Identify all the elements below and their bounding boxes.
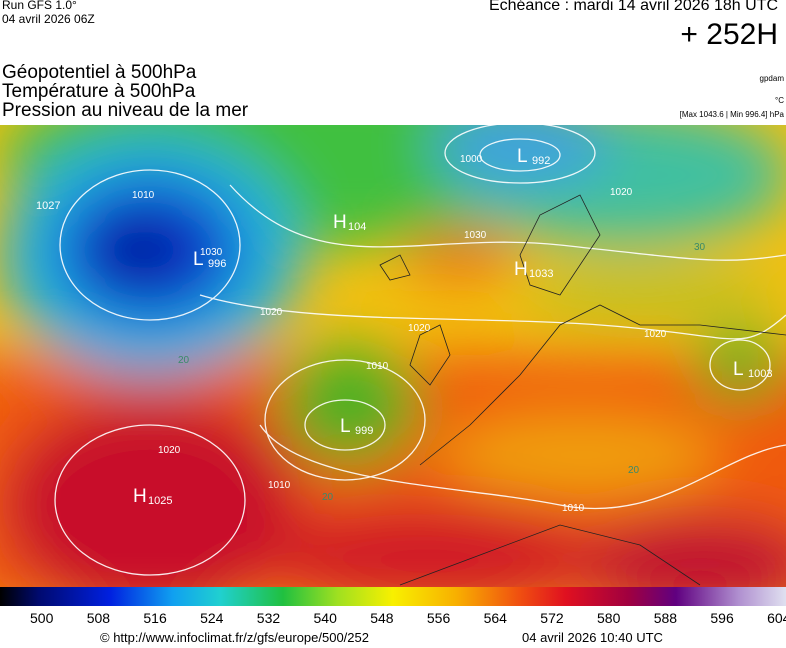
colorbar-label: 564	[483, 610, 507, 626]
colorbar-label: 572	[540, 610, 564, 626]
center-letter: H	[333, 212, 347, 233]
colorbar-label: 556	[426, 610, 451, 626]
isobar-label: 1020	[610, 187, 633, 198]
source: © http://www.infoclimat.fr/z/gfs/europe/…	[100, 630, 369, 645]
center-letter: L	[517, 146, 528, 167]
center-value: 992	[532, 155, 550, 167]
center-letter: L	[193, 249, 204, 270]
colorbar-label: 500	[30, 610, 54, 626]
colorbar	[0, 587, 786, 606]
center-value: 1027	[36, 200, 60, 212]
center-value: 1025	[148, 495, 172, 507]
isobar-label: 1020	[158, 445, 181, 456]
isobar-label: 20	[322, 492, 334, 503]
isobar-label: 1010	[132, 190, 155, 201]
center-letter: H	[514, 259, 528, 280]
center-letter: L	[340, 416, 351, 437]
isobar-label: 1020	[644, 329, 667, 340]
isobar-label: 1010	[562, 503, 585, 514]
pressure-range: [Max 1043.6 | Min 996.4] hPa	[679, 110, 784, 119]
colorbar-label: 516	[143, 610, 167, 626]
isobar-label: 1020	[408, 323, 431, 334]
isobar-label: 1030	[464, 230, 487, 241]
colorbar-label: 580	[597, 610, 621, 626]
isobar-label: 1030	[200, 247, 223, 258]
center-letter: H	[133, 486, 147, 507]
colorbar-label: 604	[767, 610, 786, 626]
isobar-label: 1020	[260, 307, 283, 318]
isobar-label: 1010	[366, 361, 389, 372]
center-letter: L	[733, 359, 744, 380]
generated: 04 avril 2026 10:40 UTC	[522, 630, 663, 645]
center-value: 1033	[529, 268, 553, 280]
colorbar-label: 524	[200, 610, 224, 626]
colorbar-label: 588	[653, 610, 678, 626]
isobar-label: 1000	[460, 154, 483, 165]
unit: °C	[775, 96, 784, 105]
center-value: 1003	[748, 368, 772, 380]
isobar-label: 20	[628, 465, 640, 476]
legend-line: Géopotentiel à 500hPa	[2, 62, 197, 83]
center-value: 999	[355, 425, 373, 437]
isobar-label: 20	[178, 355, 190, 366]
isobar-label: 1010	[268, 480, 291, 491]
legend-line: Pression au niveau de la mer	[2, 100, 249, 121]
colorbar-label: 532	[256, 610, 281, 626]
colorbar-label: 540	[313, 610, 337, 626]
isobar-label: 30	[694, 242, 706, 253]
lead-time: + 252H	[680, 18, 778, 51]
colorbar-label: 548	[370, 610, 394, 626]
center-value: 104	[348, 221, 366, 233]
unit: gpdam	[759, 74, 784, 83]
colorbar-label: 508	[86, 610, 111, 626]
center-value: 996	[208, 258, 226, 270]
colorbar-label: 596	[710, 610, 734, 626]
run: Run GFS 1.0°	[2, 0, 77, 12]
legend-line: Température à 500hPa	[2, 81, 196, 102]
run-date: 04 avril 2026 06Z	[2, 12, 95, 26]
valid-time: Echéance : mardi 14 avril 2026 18h UTC	[488, 0, 778, 14]
